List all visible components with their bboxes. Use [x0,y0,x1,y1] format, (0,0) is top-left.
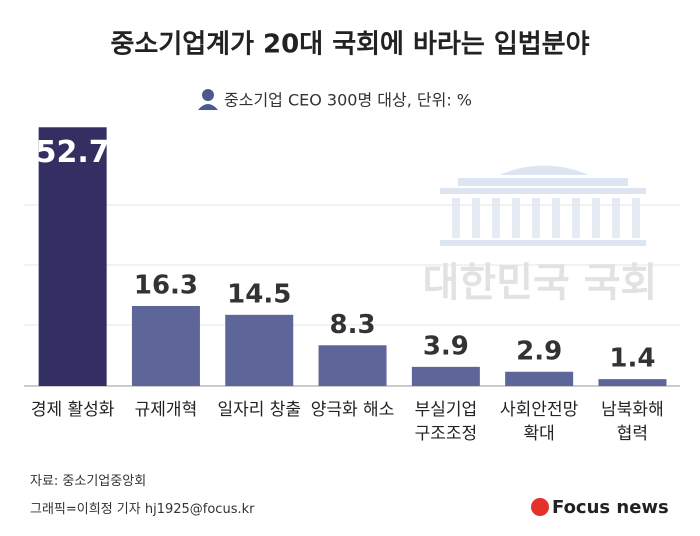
value-label: 3.9 [423,331,469,361]
person-icon [198,89,218,110]
subtitle: 중소기업 CEO 300명 대상, 단위: % [224,91,472,110]
bar [38,127,107,387]
value-label: 16.3 [134,270,198,300]
value-label: 1.4 [609,344,655,374]
bar [225,314,294,386]
value-label: 8.3 [330,310,376,340]
x-tick-label: 일자리 창출 [217,400,302,420]
bar [598,379,667,386]
decor-lines [24,204,680,326]
building-watermark [440,165,646,246]
x-tick-label: 남북화해 협력 [601,400,664,444]
logo: Focus news [552,497,669,518]
x-tick-label: 부실기업 구조조정 [414,400,478,444]
watermark: 대한민국 국회 [423,260,658,306]
bar [131,305,200,386]
x-tick-label: 사회안전망 확대 [500,400,579,444]
logo-mark [531,498,549,516]
chart-title: 중소기업계가 20대 국회에 바라는 입법분야 [110,30,589,60]
value-label: 14.5 [227,279,291,309]
value-label: 2.9 [516,336,562,366]
value-label: 52.7 [36,135,110,170]
bar [318,345,387,386]
x-tick-label: 경제 활성화 [30,400,115,420]
x-tick-label: 규제개혁 [134,400,198,420]
source: 자료: 중소기업중앙회 [30,474,147,489]
bar [411,366,480,386]
bar [505,371,574,386]
x-tick-label: 양극화 해소 [310,400,395,420]
credit: 그래픽=이희정 기자 hj1925@focus.kr [30,502,255,517]
